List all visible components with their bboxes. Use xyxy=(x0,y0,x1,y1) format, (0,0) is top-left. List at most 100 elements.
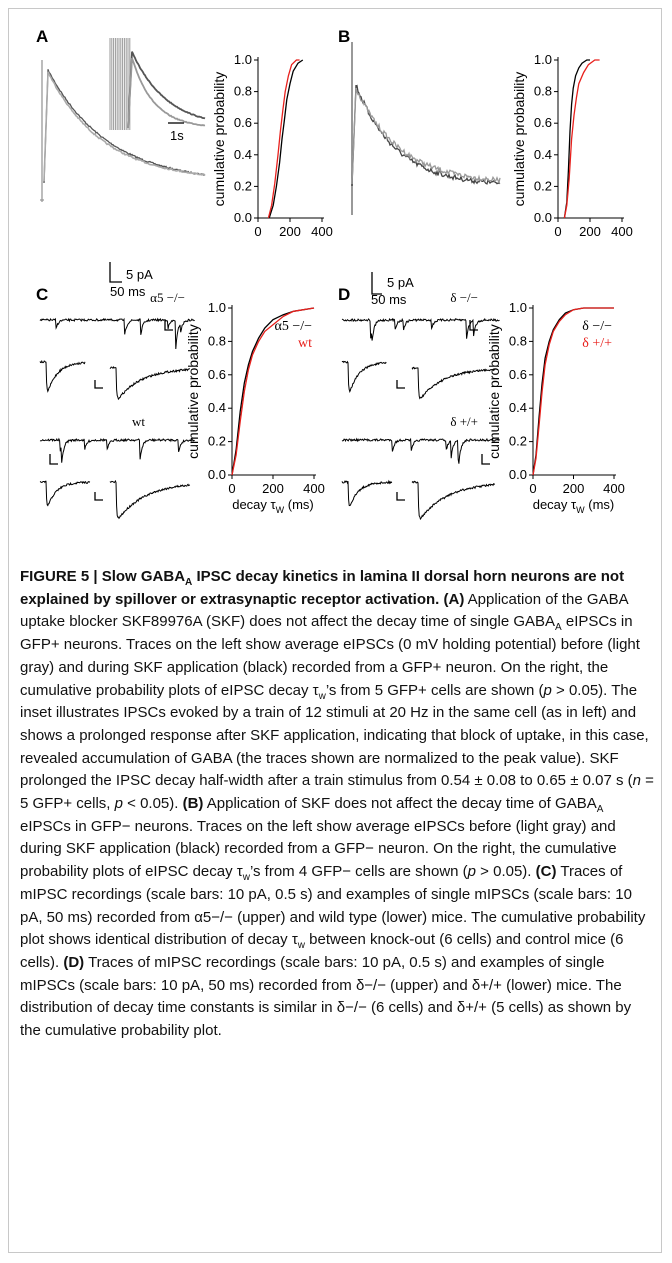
panel-label: B xyxy=(338,27,350,46)
y-tick-label: 0.2 xyxy=(534,178,552,193)
x-tick-label: 200 xyxy=(563,481,585,496)
y-tick-label: 0.0 xyxy=(208,467,226,482)
x-tick-label: 200 xyxy=(279,224,301,239)
scale-bar xyxy=(371,272,382,295)
y-tick-label: 0.8 xyxy=(234,84,252,99)
italic: p xyxy=(467,863,477,881)
trace xyxy=(39,480,91,507)
text: between knock-out (6 cells) and control … xyxy=(20,931,624,971)
trace xyxy=(341,479,393,507)
figure: A 5 pA 50 ms 1s 0.0 0.2 0.4 0.6 0.8 1.0 0 200 400 cum… xyxy=(36,27,633,521)
cumulative-curve xyxy=(563,59,600,219)
legend-entry: δ −/− xyxy=(582,319,612,334)
y-tick-label: 0.6 xyxy=(234,115,252,130)
text: decay τ xyxy=(533,497,577,512)
text: = 5 GFP+ cells, xyxy=(20,772,654,813)
legend-entry: δ +/+ xyxy=(582,336,612,351)
trace-label: α5 −/− xyxy=(150,290,185,305)
text: eIPSCs in GFP− neurons. Traces on the le… xyxy=(20,817,617,881)
scale-bar-label: 50 ms xyxy=(110,284,146,299)
panel-label: C xyxy=(36,285,48,304)
scale-bar xyxy=(94,380,103,389)
y-tick-label: 0.6 xyxy=(208,367,226,382)
text: > 0.05). xyxy=(476,863,536,881)
scale-bar-label: 5 pA xyxy=(126,267,153,282)
x-tick-label: 200 xyxy=(579,224,601,239)
cumulative-curve xyxy=(268,59,304,219)
trace xyxy=(109,366,191,401)
italic: p xyxy=(543,681,552,699)
y-tick-label: 0.4 xyxy=(534,147,552,162)
scale-bar-label: 5 pA xyxy=(387,275,414,290)
scale-bar xyxy=(481,454,490,465)
text: Traces of mIPSC recordings (scale bars: … xyxy=(20,953,632,1040)
trace xyxy=(411,480,496,521)
y-axis-label: cumulative probability xyxy=(185,324,201,459)
y-tick-label: 0.2 xyxy=(509,434,527,449)
y-tick-label: 0.0 xyxy=(234,210,252,225)
x-tick-label: 400 xyxy=(611,224,633,239)
cumulative-curve xyxy=(231,307,315,476)
cumulative-curve xyxy=(563,59,590,219)
text: ’s from 5 GFP+ cells are shown ( xyxy=(325,681,544,699)
x-tick-label: 0 xyxy=(529,481,536,496)
text: < 0.05). xyxy=(122,795,183,813)
scale-bar xyxy=(469,320,478,331)
text: Traces of mIPSC recordings (scale bars: … xyxy=(20,863,646,949)
trace xyxy=(39,437,195,463)
y-tick-label: 1.0 xyxy=(234,52,252,67)
cumulative-curve xyxy=(231,307,315,476)
x-tick-label: 0 xyxy=(554,224,561,239)
panel-label: D xyxy=(338,285,350,304)
trace-label: δ +/+ xyxy=(450,414,478,429)
trace xyxy=(341,317,500,341)
y-tick-label: 1.0 xyxy=(534,52,552,67)
trace xyxy=(43,71,206,182)
trace xyxy=(411,366,495,400)
text: Application of SKF does not affect the d… xyxy=(203,795,597,813)
text: IPSC decay kinetics in lamina II dorsal … xyxy=(20,568,625,608)
cumulative-curve xyxy=(267,59,300,219)
text: eIPSCs in GFP+ neurons. Traces on the le… xyxy=(20,613,640,699)
trace xyxy=(127,57,206,129)
y-tick-label: 0.8 xyxy=(509,333,527,348)
panel-ref: (D) xyxy=(63,953,85,971)
legend-entry: wt xyxy=(298,336,312,351)
trace xyxy=(39,317,195,350)
trace xyxy=(109,479,191,520)
cumulative-curve xyxy=(532,307,614,476)
y-tick-label: 0.6 xyxy=(534,115,552,130)
y-tick-label: 0.2 xyxy=(208,434,226,449)
y-axis-label: cumulative probability xyxy=(211,72,227,207)
x-axis-label: decay τW (ms) xyxy=(533,497,615,515)
caption: FIGURE 5 | Slow GABAA IPSC decay kinetic… xyxy=(20,566,654,1043)
subscript: A xyxy=(185,577,193,588)
scale-bar xyxy=(94,492,103,501)
scale-bar-label: 1s xyxy=(170,128,184,143)
panel-ref: (B) xyxy=(182,795,204,813)
y-tick-label: 0.6 xyxy=(509,367,527,382)
y-tick-label: 0.4 xyxy=(509,400,527,415)
x-tick-label: 400 xyxy=(603,481,625,496)
x-tick-label: 400 xyxy=(303,481,325,496)
scale-bar xyxy=(49,454,58,465)
x-tick-label: 400 xyxy=(311,224,333,239)
text: FIGURE 5 | Slow GABA xyxy=(20,568,186,585)
text: (ms) xyxy=(585,497,615,512)
y-tick-label: 0.8 xyxy=(208,333,226,348)
italic: p xyxy=(114,795,123,813)
trace xyxy=(351,84,501,187)
panel-label: A xyxy=(36,27,48,46)
x-tick-label: 200 xyxy=(262,481,284,496)
y-axis-label: cumulatice probability xyxy=(486,324,502,459)
stim-artifact xyxy=(40,60,44,202)
y-tick-label: 1.0 xyxy=(509,300,527,315)
subscript: A xyxy=(596,804,604,816)
trace xyxy=(341,360,387,394)
trace xyxy=(341,437,500,464)
y-tick-label: 1.0 xyxy=(208,300,226,315)
subscript: A xyxy=(555,622,562,634)
legend-entry: α5 −/− xyxy=(274,319,312,334)
panel-ref: (A) xyxy=(443,590,465,608)
